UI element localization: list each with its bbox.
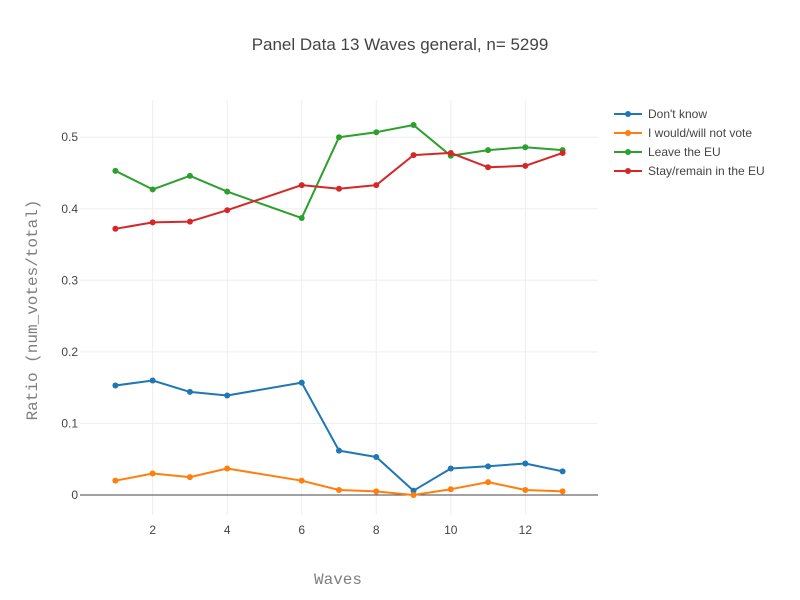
y-axis-title: Ratio (num_votes/total)	[24, 200, 42, 421]
y-tick-label: 0.2	[61, 345, 78, 359]
data-point	[149, 377, 156, 384]
chart-title: Panel Data 13 Waves general, n= 5299	[252, 35, 549, 54]
data-point	[373, 129, 380, 136]
x-axis-title: Waves	[314, 571, 362, 589]
data-point	[410, 152, 417, 159]
series-line	[115, 151, 563, 230]
data-point	[186, 388, 193, 395]
data-point	[522, 460, 529, 467]
series-group	[112, 122, 566, 498]
data-point	[410, 487, 417, 494]
legend-marker	[625, 149, 631, 155]
y-tick-label: 0.3	[61, 273, 78, 287]
data-point	[485, 147, 492, 154]
data-point	[485, 164, 492, 171]
data-point	[447, 149, 454, 156]
data-point	[373, 454, 380, 461]
legend-item[interactable]: Stay/remain in the EU	[614, 164, 765, 178]
data-point	[298, 477, 305, 484]
series-0	[112, 377, 566, 494]
y-tick-label: 0	[71, 488, 78, 502]
data-point	[186, 474, 193, 481]
data-point	[186, 172, 193, 179]
data-point	[522, 486, 529, 493]
data-point	[447, 486, 454, 493]
legend-marker	[625, 111, 631, 117]
data-point	[336, 134, 342, 141]
x-tick-label: 2	[149, 523, 156, 537]
legend-label: Leave the EU	[648, 145, 721, 159]
data-point	[559, 488, 566, 495]
data-point	[522, 162, 529, 169]
data-point	[559, 468, 566, 475]
x-tick-label: 8	[373, 523, 380, 537]
data-point	[224, 188, 231, 195]
data-point	[485, 463, 492, 470]
data-point	[224, 465, 231, 472]
x-tick-label: 10	[444, 523, 458, 537]
series-1	[112, 465, 566, 498]
data-point	[336, 486, 342, 493]
data-point	[485, 479, 492, 486]
data-point	[186, 218, 193, 225]
data-point	[373, 182, 380, 189]
data-point	[149, 470, 156, 477]
series-line	[114, 124, 563, 220]
y-tick-label: 0.1	[61, 416, 78, 430]
legend-label: Stay/remain in the EU	[648, 164, 765, 178]
data-point	[298, 215, 305, 222]
series-3	[112, 149, 566, 232]
legend-label: I would/will not vote	[648, 126, 752, 140]
data-point	[336, 447, 342, 454]
x-tick-label: 12	[519, 523, 533, 537]
data-point	[112, 477, 119, 484]
data-point	[112, 225, 119, 232]
data-point	[112, 382, 119, 389]
data-point	[224, 207, 231, 214]
y-tick-label: 0.4	[61, 202, 78, 216]
grid	[80, 100, 598, 515]
data-point	[149, 186, 156, 193]
data-point	[522, 144, 529, 151]
legend-item[interactable]: I would/will not vote	[614, 126, 752, 140]
series-line	[115, 467, 563, 496]
data-point	[336, 185, 342, 192]
data-point	[373, 488, 380, 495]
data-point	[410, 491, 417, 498]
data-point	[298, 379, 305, 386]
data-point	[224, 392, 231, 399]
legend-marker	[625, 130, 631, 136]
x-tick-label: 6	[298, 523, 305, 537]
series-line	[115, 379, 563, 492]
series-2	[112, 122, 566, 222]
data-point	[112, 167, 119, 174]
data-point	[410, 122, 417, 129]
legend: Don't know I would/will not vote Leave the…	[614, 107, 765, 178]
legend-item[interactable]: Leave the EU	[614, 145, 721, 159]
data-point	[559, 149, 566, 156]
data-point	[447, 465, 454, 472]
legend-marker	[625, 168, 631, 174]
data-point	[298, 182, 305, 189]
y-tick-label: 0.5	[61, 130, 78, 144]
x-tick-label: 4	[224, 523, 231, 537]
data-point	[149, 219, 156, 226]
axis-ticks: 2 4 6 8 10 12 0 0.1 0.2 0.3 0.4 0.5	[61, 130, 532, 537]
legend-label: Don't know	[648, 107, 707, 121]
legend-item[interactable]: Don't know	[614, 107, 707, 121]
